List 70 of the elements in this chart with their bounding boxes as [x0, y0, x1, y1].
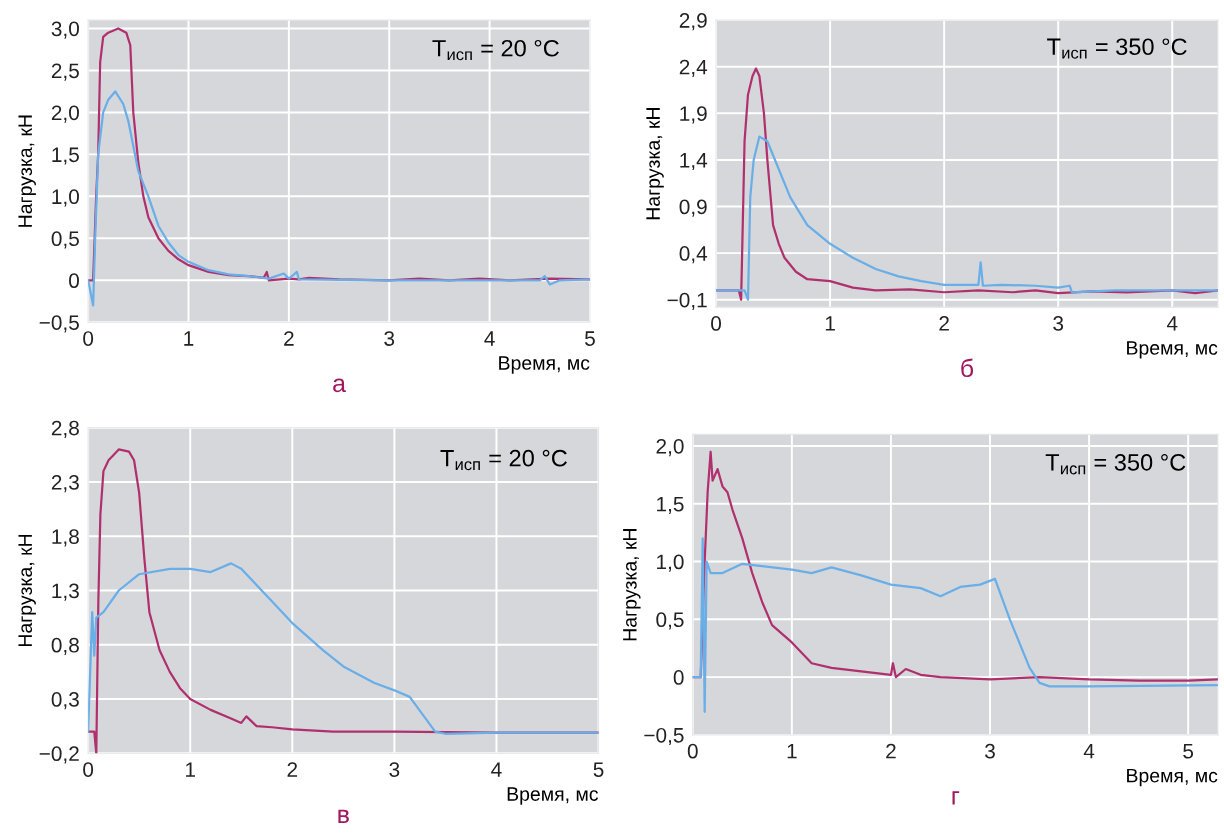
y-tick-label: 1,9: [680, 106, 707, 124]
x-tick-label: 5: [593, 762, 604, 777]
y-tick-label: 2,4: [679, 59, 708, 77]
x-tick-label: 4: [1083, 743, 1095, 759]
y-tick-label: 2,3: [51, 474, 79, 493]
y-tick-label: 0,8: [51, 637, 79, 655]
y-tick-label: 2,8: [51, 420, 79, 438]
x-tick-label: 3: [389, 762, 400, 777]
x-tick-label: 2: [939, 316, 949, 331]
x-tick-label: 2: [886, 743, 896, 759]
line-series: [88, 562, 599, 735]
x-tick-label: 1: [787, 743, 797, 759]
x-tick-label: 4: [484, 331, 495, 346]
x-tick-label: 4: [1166, 316, 1178, 331]
annotation: T$_{исп}$ = 20 °C: [432, 39, 559, 61]
y-axis-title: Нагрузка, кН: [623, 529, 641, 641]
y-tick-label: 1,8: [52, 529, 79, 547]
y-tick-label: 0,4: [679, 246, 708, 264]
x-axis-title: Время, мс: [1127, 768, 1218, 787]
x-axis-title: Время, мс: [1127, 341, 1218, 359]
text: г: [952, 791, 960, 805]
x-tick-label: 3: [985, 743, 995, 759]
y-tick-label: 2,0: [656, 438, 684, 457]
y-tick-label: 2,5: [51, 63, 79, 81]
y-tick-label: 0,9: [679, 199, 707, 217]
x-tick-label: 0: [83, 331, 94, 346]
line-series: [716, 135, 1218, 301]
y-tick-label: 2,9: [679, 13, 707, 31]
y-tick-label: 0,3: [51, 692, 79, 710]
x-tick-label: 4: [491, 762, 502, 777]
line-series: [88, 90, 590, 307]
y-axis-title: Нагрузка, кН: [646, 108, 664, 220]
y-tick-label: 1,3: [52, 583, 79, 601]
annotation: T$_{исп}$ = 350 °C: [1045, 454, 1186, 475]
annotation: T$_{исп}$ = 350 °C: [1047, 38, 1187, 59]
x-tick-label: 5: [585, 331, 595, 346]
x-tick-label: 2: [284, 331, 294, 346]
text: в: [338, 809, 349, 823]
x-axis-title: Время, мс: [499, 356, 590, 374]
x-tick-label: 0: [83, 762, 94, 777]
y-tick-label: 0,5: [51, 231, 79, 249]
x-axis-title: Время, мс: [507, 787, 599, 805]
y-tick-label: 2,0: [51, 105, 79, 123]
y-tick-label: −0,5: [644, 727, 684, 746]
x-tick-label: 0: [711, 316, 722, 331]
line-series: [692, 537, 1218, 713]
y-tick-label: 0: [69, 273, 79, 289]
y-tick-label: 1,5: [52, 147, 79, 165]
y-tick-label: −0,2: [39, 746, 79, 764]
y-tick-label: 1,5: [657, 496, 684, 514]
y-tick-label: 1,0: [52, 189, 79, 207]
y-axis-title: Нагрузка, кН: [18, 115, 36, 227]
y-tick-label: −0,5: [39, 315, 79, 333]
x-tick-label: 3: [384, 331, 395, 346]
y-tick-label: −0,1: [667, 292, 707, 310]
x-tick-label: 2: [287, 762, 298, 777]
x-tick-label: 3: [1053, 316, 1064, 331]
y-tick-label: 1,0: [657, 554, 684, 572]
y-tick-label: 1,4: [680, 153, 708, 171]
x-tick-label: 1: [825, 316, 835, 331]
annotation: T$_{исп}$ = 20 °C: [440, 449, 567, 471]
x-tick-label: 5: [1183, 743, 1194, 759]
text: б: [961, 358, 974, 378]
text: а: [333, 378, 346, 393]
x-tick-label: 1: [184, 331, 194, 346]
y-axis-title: Нагрузка, кН: [18, 534, 36, 647]
y-tick-label: 0,5: [656, 612, 684, 630]
y-tick-label: 3,0: [51, 21, 79, 39]
x-tick-label: 1: [186, 762, 195, 777]
y-tick-label: 0: [673, 670, 684, 685]
